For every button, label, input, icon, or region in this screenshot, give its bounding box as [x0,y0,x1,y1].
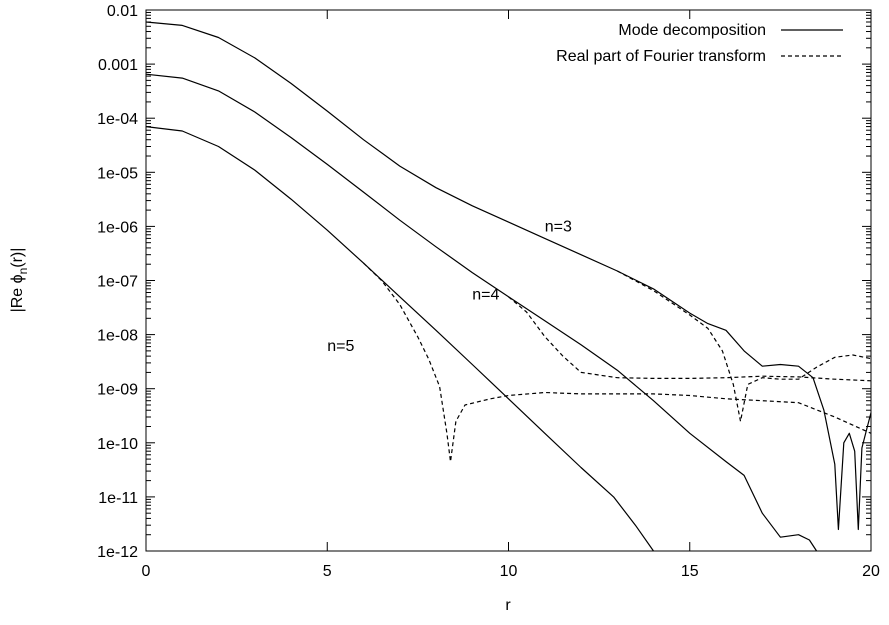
x-tick-label: 0 [142,563,151,580]
y-tick-label: 1e-07 [97,274,138,291]
y-axis-ticks: 0.01 0.001 1e-04 1e-05 1e-06 1e-07 1e-08 1e-09 1… [97,3,871,561]
x-axis-label: r [505,597,511,614]
y-tick-label: 1e-12 [97,544,138,561]
y-tick-label: 1e-11 [98,490,138,507]
curve-label: n=4 [472,286,499,303]
legend: Mode decomposition Real part of Fourier t… [556,22,843,65]
y-tick-label: 0.01 [107,3,138,20]
curve-label: n=5 [327,338,354,355]
x-axis-ticks: 0 5 10 15 20 [142,10,880,580]
series-line-fourier [508,296,872,382]
y-axis-label-phi: ϕ [9,274,26,283]
y-tick-label: 1e-09 [97,382,138,399]
curve-label: n=3 [545,219,572,236]
y-tick-label: 0.001 [98,57,138,74]
x-tick-label: 10 [500,563,518,580]
series-line-mode [145,126,654,552]
y-axis-label: |Re ϕn(r)| [9,248,30,313]
series-line-mode [145,21,872,531]
series-layer [145,21,872,552]
y-axis-label-sub: n [16,268,30,275]
x-tick-label: 5 [323,563,332,580]
plot-frame [145,9,872,552]
y-axis-label-post: (r)| [9,248,26,268]
y-tick-label: 1e-06 [97,219,138,236]
legend-label: Real part of Fourier transform [556,48,766,65]
x-tick-label: 15 [681,563,699,580]
x-tick-label: 20 [862,563,880,580]
annotations: n=3 n=4 n=5 [327,219,572,355]
y-tick-label: 1e-04 [97,111,138,128]
series-line-fourier [363,262,872,463]
y-tick-label: 1e-05 [97,165,138,182]
y-axis-label-pre: |Re [9,283,26,312]
y-tick-label: 1e-08 [97,328,138,345]
legend-label: Mode decomposition [618,22,766,39]
series-line-fourier [617,270,872,422]
series-line-mode [145,73,818,552]
y-tick-label: 1e-10 [97,436,138,453]
